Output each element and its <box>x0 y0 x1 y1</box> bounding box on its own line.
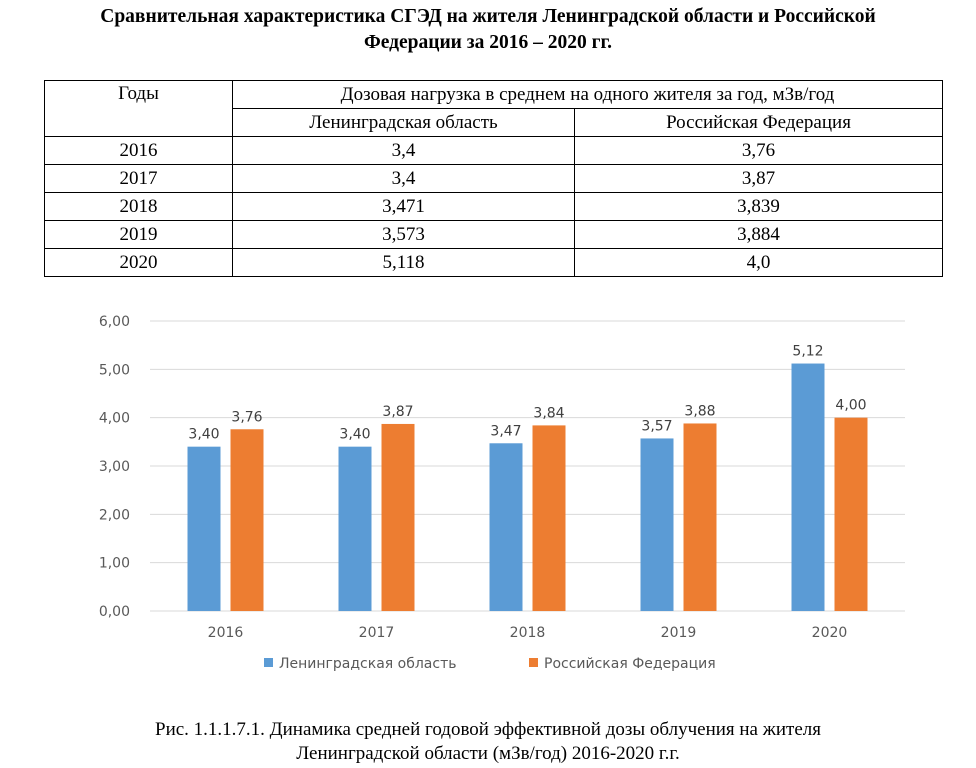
table-row: 2017 3,4 3,87 <box>44 164 943 193</box>
header-leningrad: Ленинградская область <box>232 108 575 137</box>
cell-russia: 3,839 <box>574 192 943 221</box>
header-years: Годы <box>44 80 233 137</box>
cell-russia: 4,0 <box>574 248 943 277</box>
caption-line-2: Ленинградской области (мЗв/год) 2016-202… <box>296 743 680 764</box>
table-row: 2016 3,4 3,76 <box>44 136 943 165</box>
bar <box>683 423 717 611</box>
legend-label: Российская Федерация <box>544 656 716 672</box>
heading-line-2: Федерации за 2016 – 2020 гг. <box>363 32 613 53</box>
y-tick-label: 1,00 <box>99 556 130 572</box>
caption-line-1: Рис. 1.1.1.7.1. Динамика средней годовой… <box>155 719 821 740</box>
cell-year: 2020 <box>44 248 233 277</box>
x-tick-label: 2017 <box>359 625 395 641</box>
bar <box>791 363 825 611</box>
bar <box>230 429 264 611</box>
x-tick-label: 2020 <box>812 625 848 641</box>
cell-year: 2019 <box>44 220 233 249</box>
table-header-row: Годы Дозовая нагрузка в среднем на одног… <box>44 80 943 137</box>
cell-russia: 3,884 <box>574 220 943 249</box>
legend-swatch <box>264 658 273 667</box>
bar <box>834 417 868 611</box>
legend-swatch <box>529 658 538 667</box>
cell-year: 2017 <box>44 164 233 193</box>
data-label: 3,40 <box>188 427 219 443</box>
y-tick-label: 3,00 <box>99 459 130 475</box>
cell-leningrad: 3,471 <box>232 192 575 221</box>
figure-caption: Рис. 1.1.1.7.1. Динамика средней годовой… <box>0 718 976 766</box>
table-row: 2020 5,118 4,0 <box>44 248 943 277</box>
bar <box>532 425 566 611</box>
y-tick-label: 2,00 <box>99 507 130 523</box>
x-tick-label: 2016 <box>208 625 244 641</box>
data-label: 3,47 <box>490 423 521 439</box>
y-tick-label: 5,00 <box>99 362 130 378</box>
y-tick-label: 0,00 <box>99 604 130 620</box>
data-label: 3,76 <box>231 409 262 425</box>
cell-leningrad: 3,4 <box>232 164 575 193</box>
bar <box>381 423 415 611</box>
x-tick-label: 2019 <box>661 625 697 641</box>
data-label: 5,12 <box>792 344 823 360</box>
document-heading: Сравнительная характеристика СГЭД на жит… <box>0 4 976 56</box>
cell-leningrad: 3,573 <box>232 220 575 249</box>
table-subheader-row: Ленинградская область Российская Федерац… <box>45 108 943 137</box>
data-label: 3,40 <box>339 427 370 443</box>
data-label: 3,88 <box>684 403 715 419</box>
bar <box>187 446 221 611</box>
cell-russia: 3,87 <box>574 164 943 193</box>
data-label: 4,00 <box>835 398 866 414</box>
cell-leningrad: 5,118 <box>232 248 575 277</box>
data-label: 3,84 <box>533 405 564 421</box>
x-tick-label: 2018 <box>510 625 546 641</box>
cell-year: 2016 <box>44 136 233 165</box>
bar <box>489 443 523 611</box>
cell-leningrad: 3,4 <box>232 136 575 165</box>
table-row: 2019 3,573 3,884 <box>44 220 943 249</box>
cell-year: 2018 <box>44 192 233 221</box>
header-dose-group: Дозовая нагрузка в среднем на одного жит… <box>232 80 943 109</box>
heading-line-1: Сравнительная характеристика СГЭД на жит… <box>100 6 876 27</box>
bar <box>640 438 674 611</box>
header-russia: Российская Федерация <box>574 108 943 137</box>
y-tick-label: 6,00 <box>99 314 130 330</box>
legend-label: Ленинградская область <box>279 656 456 672</box>
data-label: 3,87 <box>382 404 413 420</box>
y-tick-label: 4,00 <box>99 411 130 427</box>
dose-bar-chart: 0,00 1,00 2,00 3,00 4,00 5,00 6,00 3,40 3,76 2016… <box>99 314 905 672</box>
table-row: 2018 3,471 3,839 <box>44 192 943 221</box>
data-label: 3,57 <box>641 418 672 434</box>
cell-russia: 3,76 <box>574 136 943 165</box>
bar <box>338 446 372 611</box>
dose-table: Годы Дозовая нагрузка в среднем на одног… <box>44 80 943 277</box>
